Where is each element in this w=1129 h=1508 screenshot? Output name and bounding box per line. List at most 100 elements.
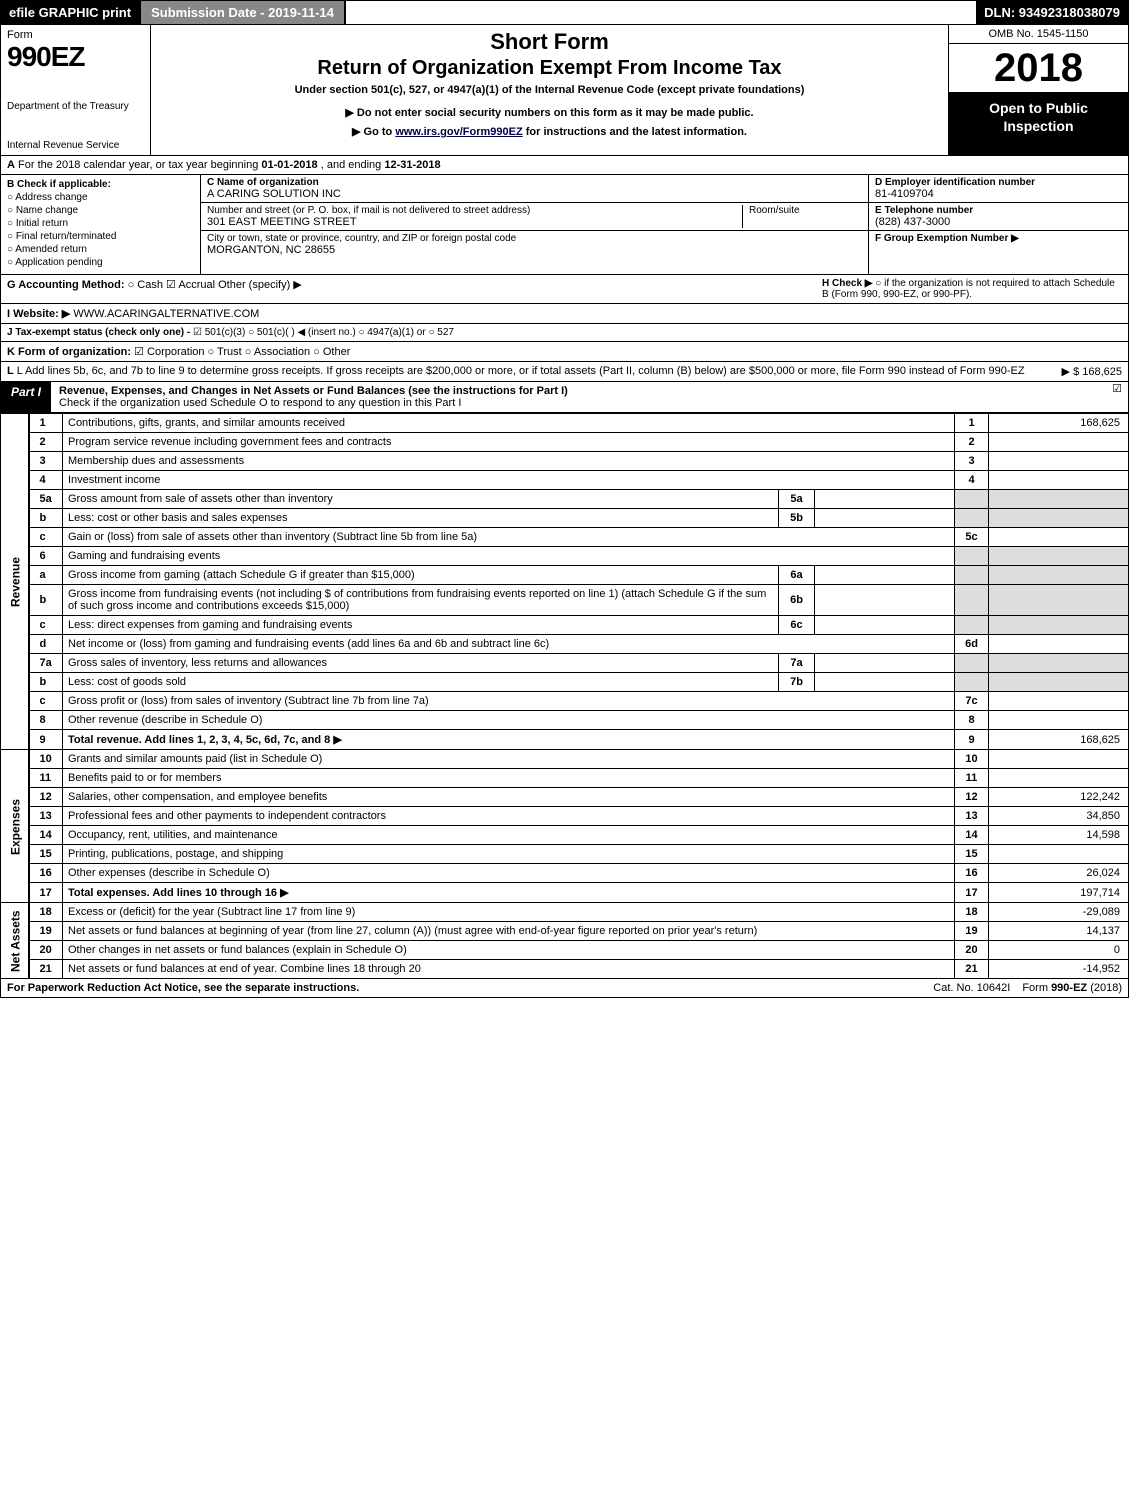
- row-phone: E Telephone number (828) 437-3000: [869, 203, 1128, 231]
- right-line-number: 15: [955, 845, 989, 864]
- sub-line-number: 5a: [779, 490, 815, 509]
- chk-amended-return[interactable]: Amended return: [7, 244, 194, 255]
- right-line-number: 4: [955, 471, 989, 490]
- right-val-shade: [989, 566, 1129, 585]
- sub-line-value: [815, 673, 955, 692]
- sub-line-number: 6a: [779, 566, 815, 585]
- right-val-shade: [989, 509, 1129, 528]
- table-row: bGross income from fundraising events (n…: [1, 585, 1129, 616]
- table-row: aGross income from gaming (attach Schedu…: [1, 566, 1129, 585]
- sub-line-number: 6c: [779, 616, 815, 635]
- table-row: 12Salaries, other compensation, and empl…: [1, 788, 1129, 807]
- table-row: Net Assets18Excess or (deficit) for the …: [1, 903, 1129, 922]
- dln-label: DLN: 93492318038079: [976, 1, 1128, 24]
- right-line-number: 2: [955, 433, 989, 452]
- line-desc: Other revenue (describe in Schedule O): [63, 711, 955, 730]
- efile-print-label[interactable]: efile GRAPHIC print: [1, 1, 139, 24]
- table-row: 8Other revenue (describe in Schedule O)8: [1, 711, 1129, 730]
- line-desc: Printing, publications, postage, and shi…: [63, 845, 955, 864]
- line-desc: Total revenue. Add lines 1, 2, 3, 4, 5c,…: [63, 730, 955, 750]
- sub-line-number: 7b: [779, 673, 815, 692]
- sub-line-value: [815, 566, 955, 585]
- line-desc: Total expenses. Add lines 10 through 16 …: [63, 883, 955, 903]
- side-label-net-assets: Net Assets: [1, 903, 29, 979]
- right-line-value: 197,714: [989, 883, 1129, 903]
- row-g-h: G Accounting Method: Cash Accrual Other …: [0, 275, 1129, 304]
- right-line-number: 20: [955, 941, 989, 960]
- right-line-number: 11: [955, 769, 989, 788]
- line-desc: Gross profit or (loss) from sales of inv…: [63, 692, 955, 711]
- footer-left: For Paperwork Reduction Act Notice, see …: [1, 979, 927, 997]
- right-num-shade: [955, 566, 989, 585]
- h-label: H Check ▶: [822, 278, 872, 289]
- part-1-checkbox[interactable]: ☑: [1106, 382, 1128, 412]
- g-other[interactable]: Other (specify) ▶: [218, 279, 302, 291]
- table-row: Revenue1Contributions, gifts, grants, an…: [1, 414, 1129, 433]
- right-val-shade: [989, 654, 1129, 673]
- chk-initial-return[interactable]: Initial return: [7, 218, 194, 229]
- part-1-label: Part I: [1, 382, 51, 412]
- omb-number: OMB No. 1545-1150: [949, 25, 1128, 44]
- right-num-shade: [955, 547, 989, 566]
- city-label: City or town, state or province, country…: [207, 233, 862, 244]
- right-line-number: 8: [955, 711, 989, 730]
- table-row: cGross profit or (loss) from sales of in…: [1, 692, 1129, 711]
- line-number: b: [29, 509, 63, 528]
- side-label-revenue: Revenue: [1, 414, 29, 750]
- right-line-value: [989, 769, 1129, 788]
- k-options[interactable]: ☑ Corporation ○ Trust ○ Association ○ Ot…: [134, 346, 350, 358]
- line-desc: Benefits paid to or for members: [63, 769, 955, 788]
- right-line-number: 1: [955, 414, 989, 433]
- g-cash[interactable]: Cash: [128, 279, 163, 291]
- table-row: cLess: direct expenses from gaming and f…: [1, 616, 1129, 635]
- sub-line-value: [815, 616, 955, 635]
- g-accrual[interactable]: Accrual: [166, 279, 215, 291]
- line-number: 5a: [29, 490, 63, 509]
- right-line-number: 17: [955, 883, 989, 903]
- row-a-end: 12-31-2018: [384, 159, 440, 171]
- line-number: 11: [29, 769, 63, 788]
- line-number: 14: [29, 826, 63, 845]
- h-checkbox[interactable]: [875, 278, 884, 289]
- sub-line-value: [815, 509, 955, 528]
- chk-name-change[interactable]: Name change: [7, 205, 194, 216]
- sub-line-number: 5b: [779, 509, 815, 528]
- dept-treasury: Department of the Treasury: [7, 101, 144, 112]
- right-line-number: 13: [955, 807, 989, 826]
- line-desc: Excess or (deficit) for the year (Subtra…: [63, 903, 955, 922]
- chk-application-pending[interactable]: Application pending: [7, 257, 194, 268]
- part-1-table: Revenue1Contributions, gifts, grants, an…: [0, 413, 1129, 979]
- header-center: Short Form Return of Organization Exempt…: [151, 25, 948, 155]
- d-label: D Employer identification number: [875, 177, 1035, 188]
- j-options[interactable]: ☑ 501(c)(3) ○ 501(c)( ) ◀ (insert no.) ○…: [193, 327, 454, 338]
- line-number: b: [29, 673, 63, 692]
- line-number: 1: [29, 414, 63, 433]
- line-number: 12: [29, 788, 63, 807]
- line-desc: Program service revenue including govern…: [63, 433, 955, 452]
- table-row: 20Other changes in net assets or fund ba…: [1, 941, 1129, 960]
- sub3-pre: ▶ Go to: [352, 126, 395, 138]
- line-desc: Gain or (loss) from sale of assets other…: [63, 528, 955, 547]
- row-city: City or town, state or province, country…: [201, 231, 868, 258]
- line-desc: Other expenses (describe in Schedule O): [63, 864, 955, 883]
- line-desc: Net assets or fund balances at beginning…: [63, 922, 955, 941]
- line-desc: Other changes in net assets or fund bala…: [63, 941, 955, 960]
- row-l-gross-receipts: L L Add lines 5b, 6c, and 7b to line 9 t…: [0, 362, 1129, 382]
- right-line-value: [989, 692, 1129, 711]
- line-number: 21: [29, 960, 63, 979]
- row-group-exemption: F Group Exemption Number ▶: [869, 231, 1128, 274]
- chk-address-change[interactable]: Address change: [7, 192, 194, 203]
- phone-value: (828) 437-3000: [875, 216, 1122, 228]
- line-number: 10: [29, 750, 63, 769]
- line-number: 16: [29, 864, 63, 883]
- line-number: 7a: [29, 654, 63, 673]
- label-a: A: [7, 159, 15, 171]
- row-j-status: J Tax-exempt status (check only one) - ☑…: [0, 324, 1129, 342]
- irs-link[interactable]: www.irs.gov/Form990EZ: [395, 126, 522, 138]
- chk-final-return[interactable]: Final return/terminated: [7, 231, 194, 242]
- line-number: c: [29, 692, 63, 711]
- table-row: 11Benefits paid to or for members11: [1, 769, 1129, 788]
- right-line-value: [989, 750, 1129, 769]
- table-row: 21Net assets or fund balances at end of …: [1, 960, 1129, 979]
- line-number: a: [29, 566, 63, 585]
